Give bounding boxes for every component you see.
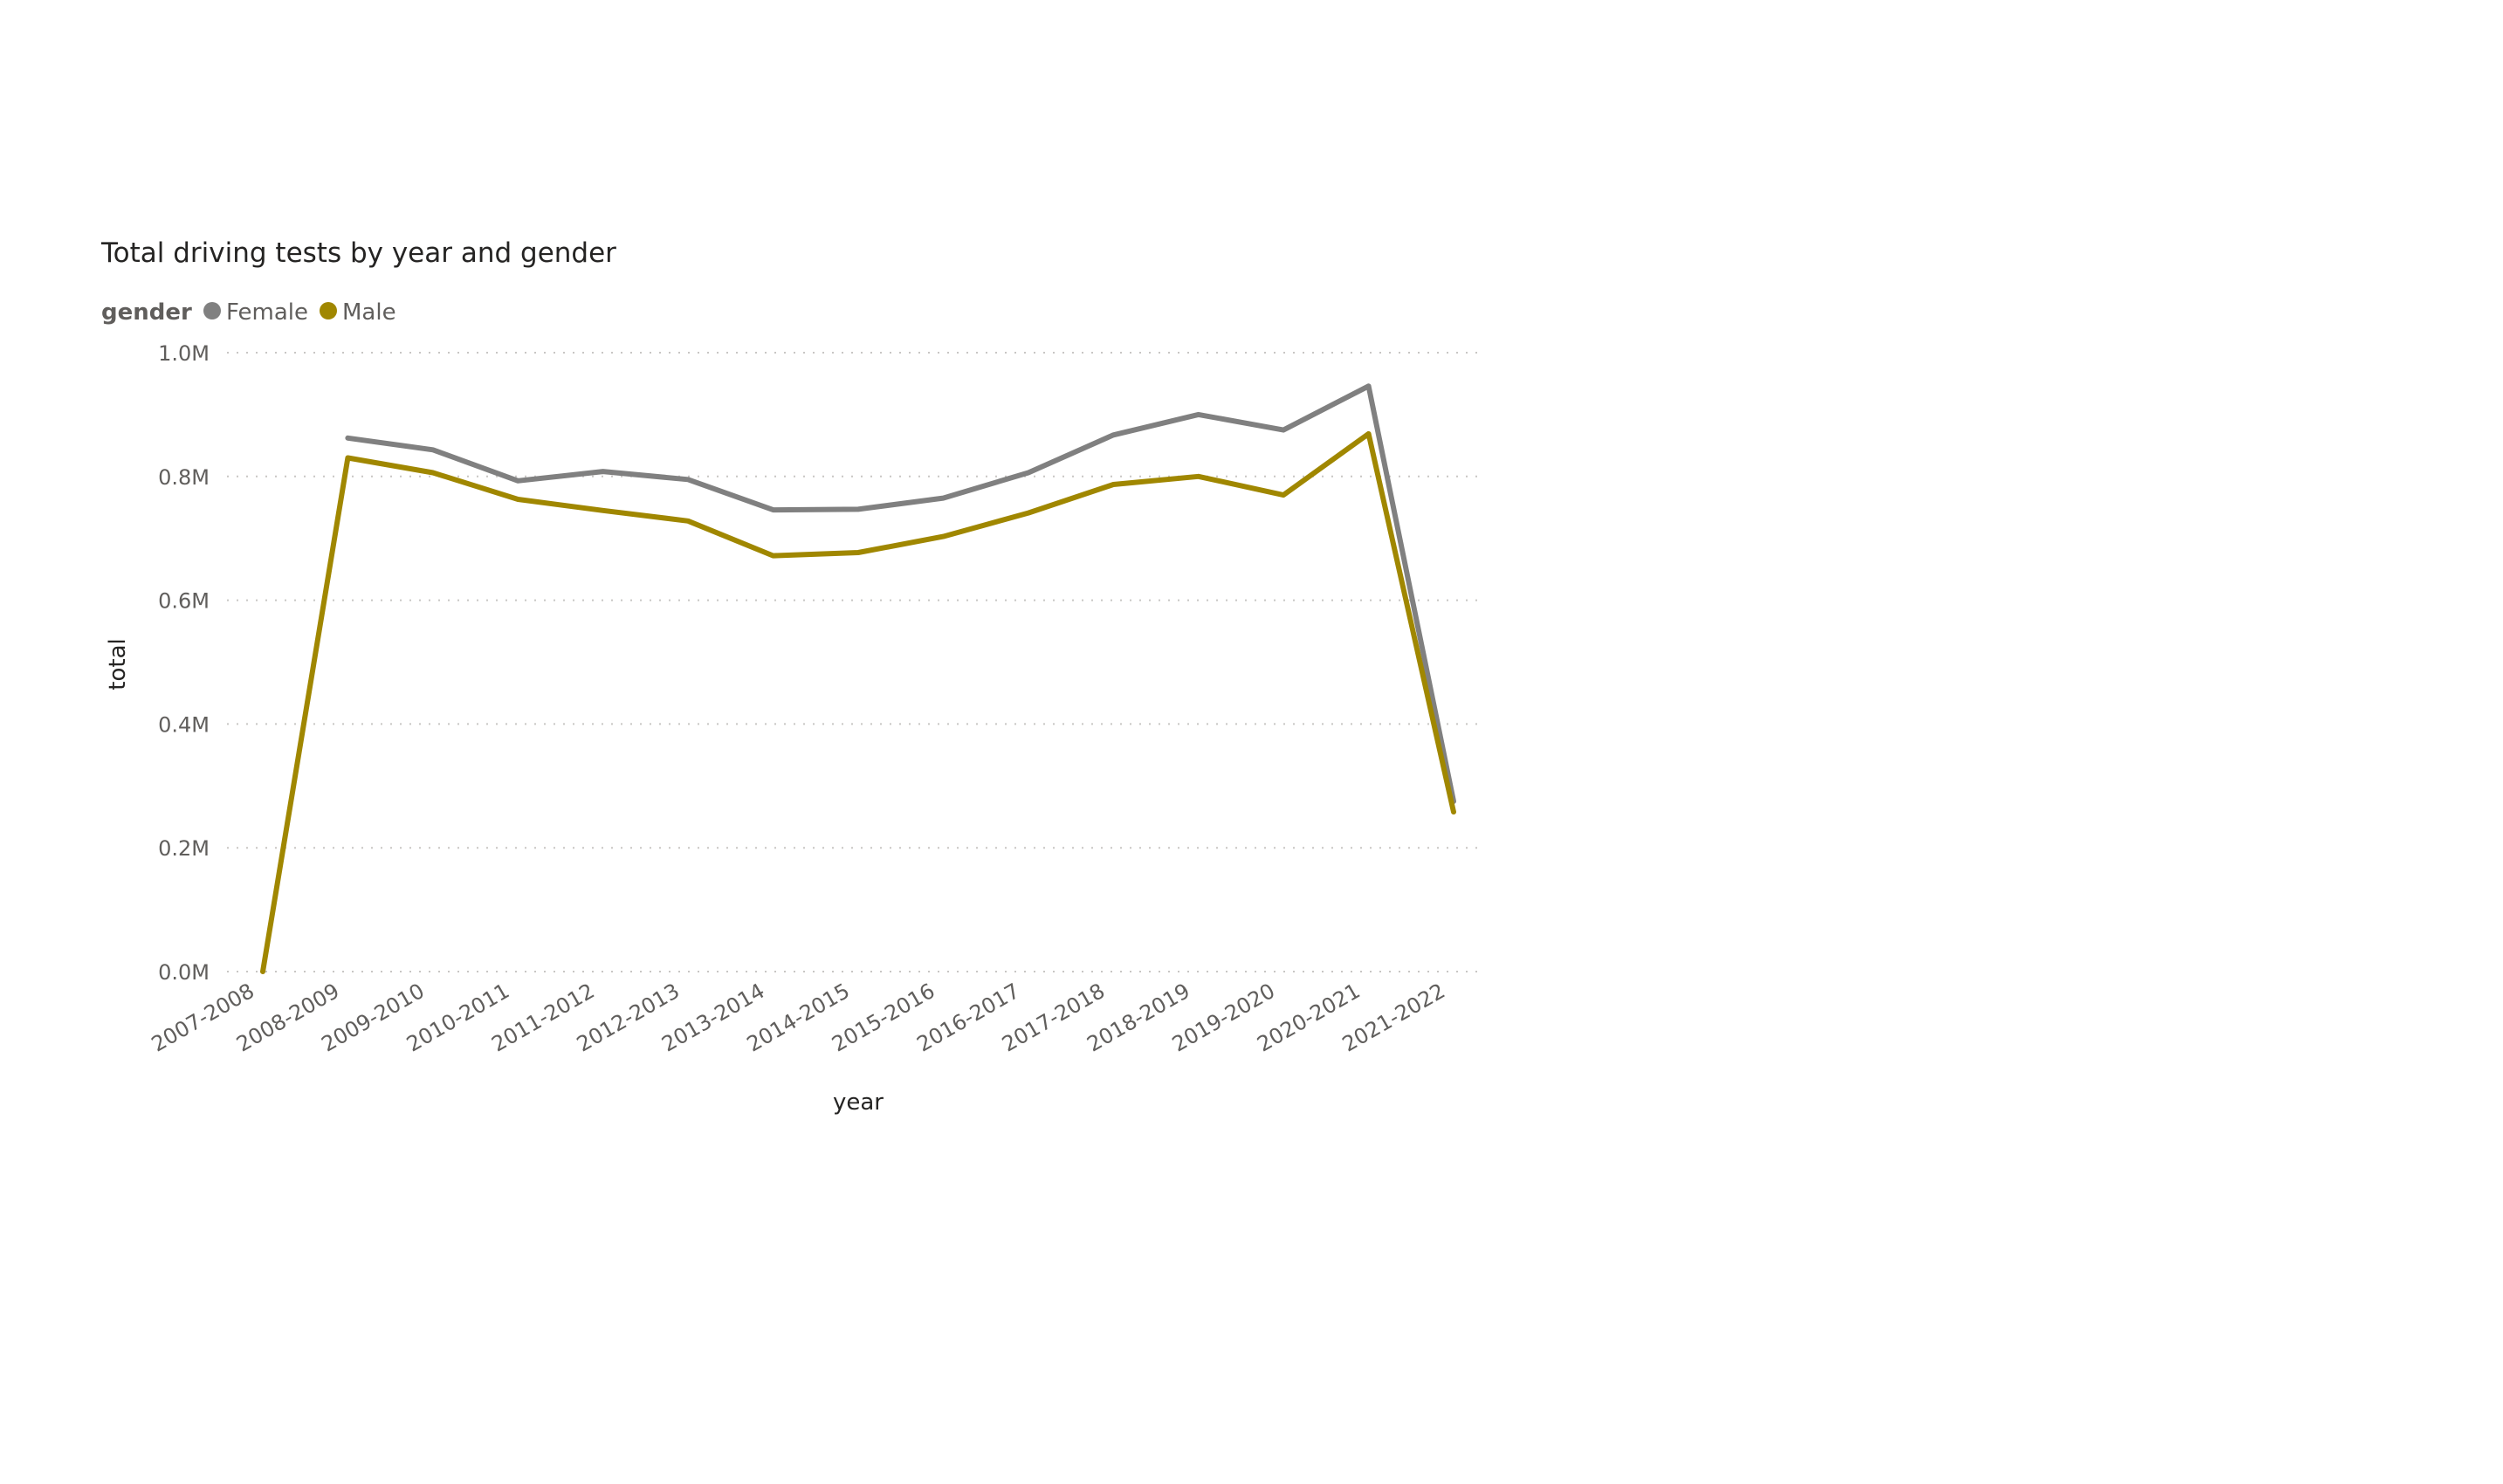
- gridlines: [227, 352, 1484, 972]
- legend-title: gender: [101, 299, 192, 326]
- y-tick-label: 1.0M: [158, 341, 210, 366]
- x-axis-title: year: [833, 1089, 884, 1116]
- series-line-female: [345, 383, 1456, 804]
- legend: gender Female Male: [101, 299, 396, 326]
- legend-label-female: Female: [226, 299, 308, 326]
- legend-marker-female: [203, 302, 221, 319]
- y-tick-label: 0.0M: [158, 960, 210, 985]
- legend-marker-male: [320, 302, 337, 319]
- series-line-male: [260, 430, 1456, 974]
- y-axis-ticks: 0.0M 0.2M 0.4M 0.6M 0.8M 1.0M: [158, 341, 210, 985]
- y-axis-title: total: [105, 638, 131, 690]
- y-tick-label: 0.4M: [158, 712, 210, 737]
- y-tick-label: 0.8M: [158, 465, 210, 490]
- y-tick-label: 0.6M: [158, 589, 210, 614]
- legend-label-male: Male: [342, 299, 396, 326]
- chart-title: Total driving tests by year and gender: [100, 237, 616, 269]
- series-lines: [260, 383, 1456, 974]
- y-tick-label: 0.2M: [158, 836, 210, 861]
- x-axis-ticks: 2007-20082008-20092009-20102010-20112011…: [148, 979, 1449, 1057]
